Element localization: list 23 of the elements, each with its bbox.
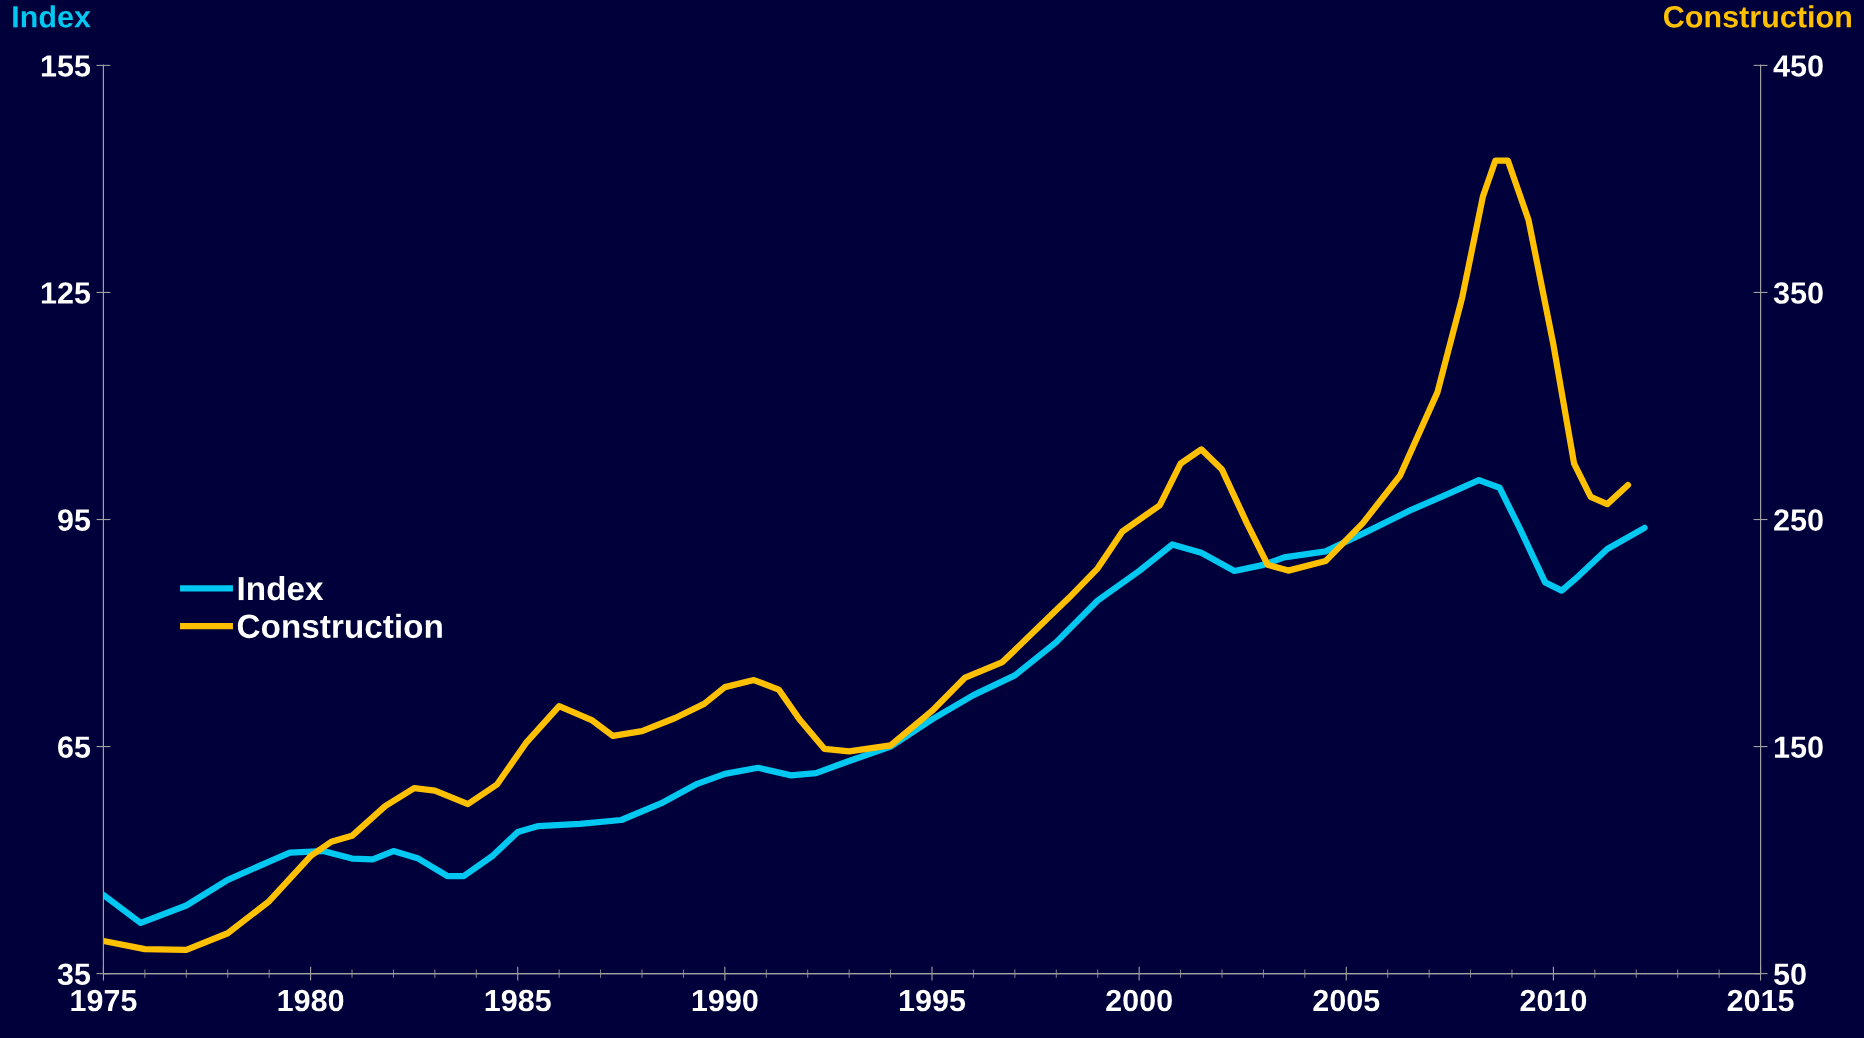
legend-label: Construction [237,613,442,639]
x-tick-label: 2015 [1727,989,1794,1012]
y2-tick-label: 50 [1773,963,1806,986]
y-tick-label: 65 [58,736,91,758]
y-tick-label: 35 [57,963,91,986]
y2-tick-label: 250 [1774,509,1823,531]
y2-tick-label: 150 [1774,736,1823,758]
x-tick-label: 1980 [278,989,344,1012]
y-tick-label: 125 [41,282,91,304]
x-tick-label: 1985 [485,989,551,1012]
y2-tick-label: 450 [1773,55,1823,77]
y2-tick-label: 350 [1773,282,1823,304]
x-tick-label: 1990 [692,989,758,1012]
x-tick-label: 2010 [1520,989,1587,1012]
y-tick-label: 155 [41,55,91,77]
y2-axis-title: Construction [1663,5,1851,28]
x-tick-label: 2005 [1313,989,1380,1012]
x-tick-label: 1975 [71,989,137,1012]
y-axis-title: Index [13,5,91,28]
x-tick-label: 1995 [899,989,966,1012]
y-tick-label: 95 [58,509,91,531]
legend-label: Index [238,575,324,601]
x-tick-label: 2000 [1106,989,1172,1012]
